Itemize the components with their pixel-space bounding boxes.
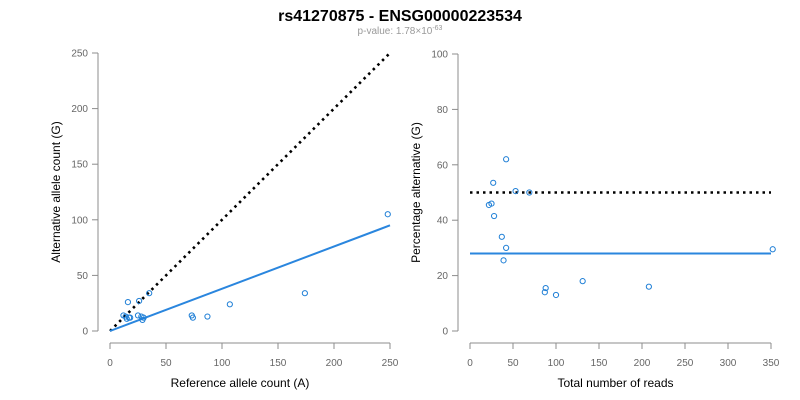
right-x-tick-label: 50 xyxy=(507,358,519,369)
right-y-tick-label: 100 xyxy=(431,50,448,61)
right-data-point xyxy=(490,179,497,186)
left-x-tick-label: 200 xyxy=(326,358,343,369)
left-reference-line xyxy=(109,52,391,332)
right-x-axis-title: Total number of reads xyxy=(557,376,673,390)
right-x-tick-label: 100 xyxy=(548,358,565,369)
left-x-tick-label: 250 xyxy=(382,358,399,369)
left-data-point xyxy=(136,297,143,305)
left-data-point xyxy=(301,290,308,297)
allele-count-panel: 0 50 100 150 200 250 0 50 100 150 200 250 Reference … xyxy=(49,49,399,391)
left-x-tick-label: 0 xyxy=(107,358,113,369)
left-data-point xyxy=(226,301,233,308)
right-data-point xyxy=(488,200,495,207)
right-data-point xyxy=(579,278,586,285)
left-y-tick-label: 0 xyxy=(82,327,88,338)
left-y-tick-label: 100 xyxy=(71,215,88,226)
left-y-tick-label: 50 xyxy=(77,271,89,282)
left-y-axis-title: Alternative allele count (G) xyxy=(49,121,63,262)
right-data-point xyxy=(645,283,652,290)
right-x-tick-label: 350 xyxy=(763,358,780,369)
right-data-point xyxy=(769,246,776,253)
p-value-text: p-value: 1.78×10 xyxy=(358,26,433,37)
chart-subtitle: p-value: 1.78×10-63 xyxy=(358,25,443,37)
right-y-tick-label: 60 xyxy=(437,160,449,171)
right-data-point xyxy=(503,156,510,163)
right-data-point xyxy=(552,291,560,299)
left-y-tick-label: 200 xyxy=(71,104,88,115)
right-y-tick-label: 80 xyxy=(437,105,449,116)
right-x-tick-label: 0 xyxy=(467,358,473,369)
right-x-tick-label: 150 xyxy=(591,358,608,369)
right-y-tick-label: 0 xyxy=(442,327,448,338)
right-data-point xyxy=(512,188,519,195)
right-x-tick-label: 250 xyxy=(677,358,694,369)
left-data-point xyxy=(134,312,142,319)
right-y-tick-label: 20 xyxy=(437,271,449,282)
left-data-point xyxy=(146,290,153,297)
left-x-tick-label: 50 xyxy=(160,358,172,369)
right-data-point xyxy=(542,284,549,292)
right-x-tick-label: 300 xyxy=(720,358,737,369)
right-data-point xyxy=(526,189,533,196)
left-x-tick-label: 100 xyxy=(214,358,231,369)
left-data-point xyxy=(204,313,211,320)
right-data-point xyxy=(490,212,498,220)
chart-title: rs41270875 - ENSG00000223534 xyxy=(278,8,522,25)
right-y-axis-title: Percentage alternative (G) xyxy=(409,122,423,263)
left-data-point xyxy=(140,314,147,321)
left-y-tick-label: 150 xyxy=(71,160,88,171)
right-y-tick-label: 40 xyxy=(437,216,449,227)
percentage-panel: 0 20 40 60 80 100 0 50 100 150 200 250 300 350 Total n… xyxy=(409,50,780,391)
left-fit-line xyxy=(109,224,391,332)
left-x-tick-label: 150 xyxy=(270,358,287,369)
right-data-point xyxy=(503,244,510,251)
left-y-tick-label: 250 xyxy=(71,49,88,60)
right-data-point xyxy=(500,257,507,264)
right-x-tick-label: 200 xyxy=(634,358,651,369)
left-data-point xyxy=(384,211,391,218)
left-data-point xyxy=(127,314,134,321)
p-value-exponent: -63 xyxy=(432,25,442,32)
right-data-point xyxy=(541,289,548,296)
left-x-axis-title: Reference allele count (A) xyxy=(171,376,310,390)
left-data-point xyxy=(189,314,196,321)
right-data-point xyxy=(498,233,505,240)
left-data-point xyxy=(124,298,132,306)
